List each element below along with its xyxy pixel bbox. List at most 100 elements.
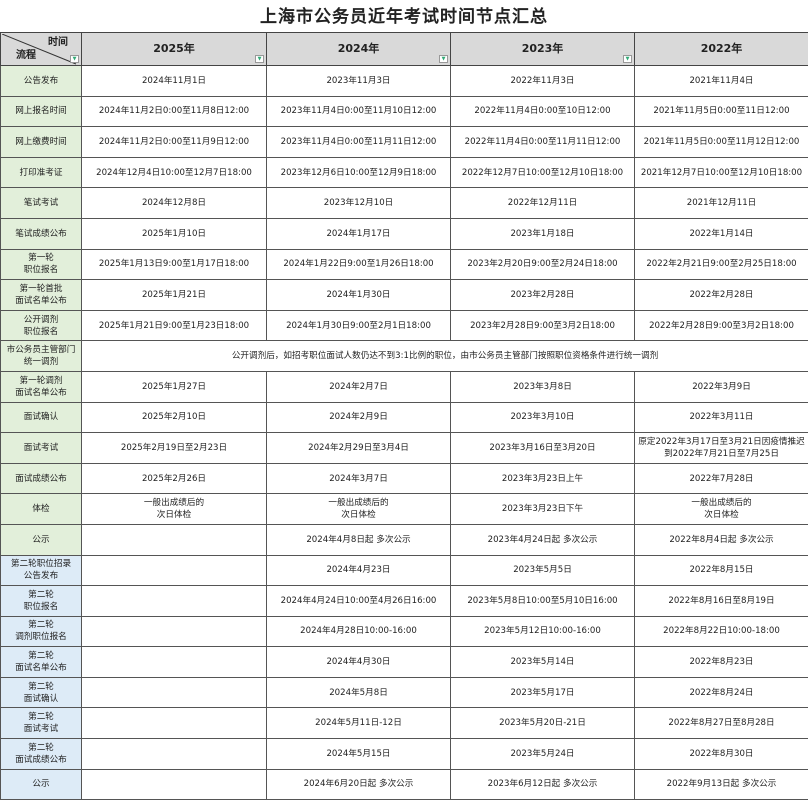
date-cell (81, 554, 267, 587)
table-row: 体检 一般出成绩后的 次日体检 一般出成绩后的 次日体检 2023年3月23日下午 一般… (0, 493, 808, 525)
date-cell: 2024年12月4日10:00至12月7日18:00 (81, 156, 267, 189)
year-label: 2023年 (521, 42, 564, 55)
filter-dropdown-icon[interactable]: ▼ (255, 55, 264, 63)
date-cell: 2022年2月21日9:00至2月25日18:00 (634, 248, 808, 281)
table-row: 第二轮 面试考试 2024年5月11日-12日 2023年5月20日-21日 2022… (0, 707, 808, 740)
date-cell: 2025年1月13日9:00至1月17日18:00 (81, 248, 267, 281)
date-cell: 2023年4月24日起 多次公示 (450, 523, 635, 556)
date-cell: 2024年4月23日 (266, 554, 451, 587)
date-cell: 2024年2月7日 (266, 370, 451, 403)
date-cell: 2023年1月18日 (450, 217, 635, 250)
date-cell: 2023年5月12日10:00-16:00 (450, 615, 635, 648)
row-label: 网上缴费时间 (0, 126, 82, 158)
date-cell: 2023年6月12日起 多次公示 (450, 768, 635, 800)
date-cell: 2025年2月10日 (81, 401, 267, 434)
date-cell: 2024年11月1日 (81, 65, 267, 97)
year-header-2025: 2025年 ▼ (81, 32, 267, 66)
date-cell: 2023年12月10日 (266, 187, 451, 219)
date-cell: 2023年5月20日-21日 (450, 707, 635, 740)
year-label: 2025年 (153, 42, 195, 55)
date-cell: 2023年3月23日上午 (450, 462, 635, 495)
filter-dropdown-icon[interactable]: ▼ (70, 55, 79, 63)
merged-note-cell: 公开调剂后，如招考职位面试人数仍达不到3:1比例的职位，由市公务员主管部门按照职… (81, 340, 808, 372)
row-label: 公示 (0, 523, 82, 556)
date-cell: 2022年12月7日10:00至12月10日18:00 (450, 156, 635, 189)
date-cell: 2022年8月22日10:00-18:00 (634, 615, 808, 648)
row-label: 第二轮 面试考试 (0, 707, 82, 740)
date-cell: 2022年8月27日至8月28日 (634, 707, 808, 740)
table-row: 网上缴费时间 2024年11月2日0:00至11月9日12:00 2023年11月4… (0, 126, 808, 158)
date-cell: 2023年3月23日下午 (450, 493, 635, 525)
date-cell (81, 707, 267, 740)
date-cell: 2023年5月5日 (450, 554, 635, 587)
row-label: 面试成绩公布 (0, 462, 82, 495)
date-cell: 2024年4月24日10:00至4月26日16:00 (266, 585, 451, 617)
header-row: 时间 流程 ▼ 2025年 ▼ 2024年 ▼ 2023年 ▼ 2022年 (0, 32, 808, 66)
date-cell: 2025年1月10日 (81, 217, 267, 250)
date-cell: 一般出成绩后的 次日体检 (266, 493, 451, 525)
table-row: 面试考试 2025年2月19日至2月23日 2024年2月29日至3月4日 2023年… (0, 432, 808, 464)
date-cell: 2024年3月7日 (266, 462, 451, 495)
date-cell (81, 523, 267, 556)
date-cell: 2023年3月10日 (450, 401, 635, 434)
date-cell: 2022年2月28日 (634, 279, 808, 311)
diagonal-divider (2, 33, 77, 64)
date-cell: 2025年1月27日 (81, 370, 267, 403)
year-label: 2024年 (337, 42, 380, 55)
table-row: 第一轮 职位报名 2025年1月13日9:00至1月17日18:00 2024年1月… (0, 248, 808, 281)
date-cell: 2024年5月8日 (266, 676, 451, 709)
row-label: 第二轮 面试成绩公布 (0, 738, 82, 770)
date-cell: 2022年8月4日起 多次公示 (634, 523, 808, 556)
date-cell: 2024年11月2日0:00至11月9日12:00 (81, 126, 267, 158)
date-cell: 2024年2月9日 (266, 401, 451, 434)
table-row: 第二轮 面试名单公布 2024年4月30日 2023年5月14日 2022年8月23日 (0, 646, 808, 678)
row-label: 第一轮调剂 面试名单公布 (0, 370, 82, 403)
date-cell: 2023年11月3日 (266, 65, 451, 97)
date-cell: 2021年11月5日0:00至11月12日12:00 (634, 126, 808, 158)
date-cell (81, 768, 267, 800)
date-cell: 2022年3月11日 (634, 401, 808, 434)
row-label: 第二轮职位招录 公告发布 (0, 554, 82, 587)
date-cell: 2024年1月30日9:00至2月1日18:00 (266, 309, 451, 342)
row-label: 第二轮 面试确认 (0, 676, 82, 709)
date-cell: 2023年2月28日9:00至3月2日18:00 (450, 309, 635, 342)
table-row: 网上报名时间 2024年11月2日0:00至11月8日12:00 2023年11月4… (0, 95, 808, 128)
row-label: 第一轮 职位报名 (0, 248, 82, 281)
date-cell (81, 585, 267, 617)
date-cell: 2022年7月28日 (634, 462, 808, 495)
date-cell (81, 676, 267, 709)
year-header-2024: 2024年 ▼ (266, 32, 451, 66)
table-row: 第一轮调剂 面试名单公布 2025年1月27日 2024年2月7日 2023年3月8日… (0, 370, 808, 403)
date-cell: 2021年12月11日 (634, 187, 808, 219)
row-label: 市公务员主管部门 统一调剂 (0, 340, 82, 372)
date-cell: 2023年3月16日至3月20日 (450, 432, 635, 464)
date-cell: 2023年5月14日 (450, 646, 635, 678)
table-row: 打印准考证 2024年12月4日10:00至12月7日18:00 2023年12月6… (0, 156, 808, 189)
date-cell: 2025年1月21日9:00至1月23日18:00 (81, 309, 267, 342)
date-cell: 原定2022年3月17日至3月21日因疫情推迟 到2022年7月21日至7月25… (634, 432, 808, 464)
corner-time-label: 时间 (48, 36, 68, 48)
date-cell: 2024年12月8日 (81, 187, 267, 219)
date-cell: 一般出成绩后的 次日体检 (634, 493, 808, 525)
date-cell: 2023年11月4日0:00至11月11日12:00 (266, 126, 451, 158)
date-cell: 2022年2月28日9:00至3月2日18:00 (634, 309, 808, 342)
table-row: 公示 2024年6月20日起 多次公示 2023年6月12日起 多次公示 2022年9… (0, 768, 808, 800)
date-cell: 2024年4月30日 (266, 646, 451, 678)
date-cell: 2022年8月24日 (634, 676, 808, 709)
date-cell: 2023年5月17日 (450, 676, 635, 709)
date-cell: 2022年8月15日 (634, 554, 808, 587)
date-cell: 2023年5月24日 (450, 738, 635, 770)
date-cell: 2024年5月11日-12日 (266, 707, 451, 740)
date-cell: 2024年6月20日起 多次公示 (266, 768, 451, 800)
date-cell: 2022年8月23日 (634, 646, 808, 678)
date-cell: 2023年5月8日10:00至5月10日16:00 (450, 585, 635, 617)
table-row: 面试确认 2025年2月10日 2024年2月9日 2023年3月10日 2022年3月… (0, 401, 808, 434)
corner-header: 时间 流程 ▼ (0, 32, 82, 66)
row-label: 面试确认 (0, 401, 82, 434)
filter-dropdown-icon[interactable]: ▼ (623, 55, 632, 63)
date-cell: 2025年1月21日 (81, 279, 267, 311)
filter-dropdown-icon[interactable]: ▼ (439, 55, 448, 63)
date-cell: 2024年4月8日起 多次公示 (266, 523, 451, 556)
table-row: 市公务员主管部门 统一调剂 公开调剂后，如招考职位面试人数仍达不到3:1比例的职位… (0, 340, 808, 372)
date-cell (81, 738, 267, 770)
